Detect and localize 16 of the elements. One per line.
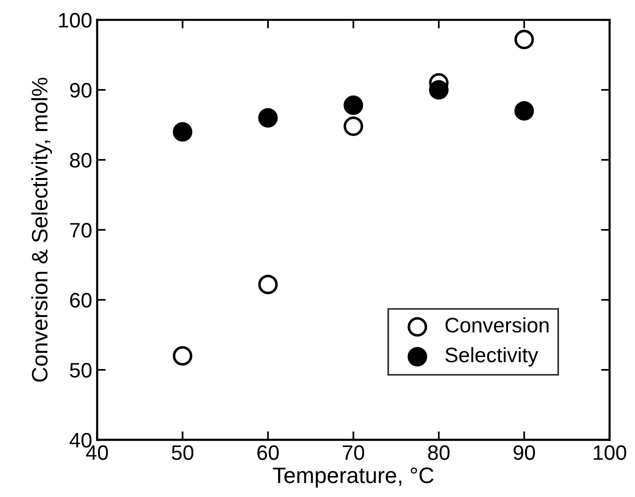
y-tick-label: 100: [59, 12, 92, 28]
x-tick-label: 70: [342, 445, 364, 460]
legend-label: Conversion: [446, 317, 549, 333]
y-tick-label: 70: [70, 222, 92, 238]
y-axis-title: Conversion & Selectivity, mol%: [31, 78, 52, 382]
y-tick-label: 90: [70, 82, 92, 98]
x-tick-label: 60: [257, 445, 279, 460]
y-tick-label: 60: [70, 292, 92, 308]
x-axis-title: Temperature, °C: [272, 467, 434, 488]
x-tick-label: 80: [428, 445, 450, 460]
legend-label: Selectivity: [445, 347, 538, 366]
x-tick-label: 50: [172, 445, 194, 460]
x-tick-label: 90: [514, 445, 535, 460]
y-tick-label: 80: [70, 152, 92, 168]
y-tick-label: 50: [70, 362, 92, 378]
x-tick-label: 100: [594, 445, 626, 460]
